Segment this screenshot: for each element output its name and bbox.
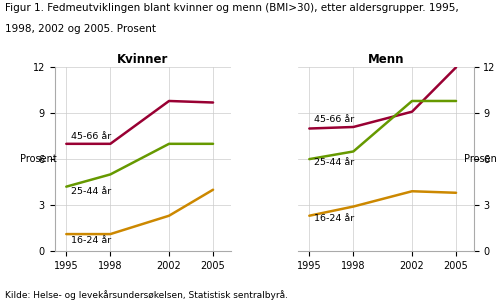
Text: 16-24 år: 16-24 år (314, 215, 354, 223)
Text: 45-66 år: 45-66 år (71, 132, 111, 141)
Text: Figur 1. Fedmeutviklingen blant kvinner og menn (BMI>30), etter aldersgrupper. 1: Figur 1. Fedmeutviklingen blant kvinner … (5, 3, 459, 13)
Text: 25-44 år: 25-44 år (314, 158, 354, 167)
Text: 45-66 år: 45-66 år (314, 115, 354, 124)
Text: 16-24 år: 16-24 år (71, 236, 111, 245)
Text: 25-44 år: 25-44 år (71, 187, 111, 196)
Text: Prosent: Prosent (20, 154, 57, 164)
Title: Kvinner: Kvinner (117, 53, 168, 66)
Text: Prosent: Prosent (464, 154, 496, 164)
Text: 1998, 2002 og 2005. Prosent: 1998, 2002 og 2005. Prosent (5, 24, 156, 35)
Title: Menn: Menn (368, 53, 404, 66)
Text: Kilde: Helse- og levekårsundersøkelsen, Statistisk sentralbyrå.: Kilde: Helse- og levekårsundersøkelsen, … (5, 290, 288, 300)
